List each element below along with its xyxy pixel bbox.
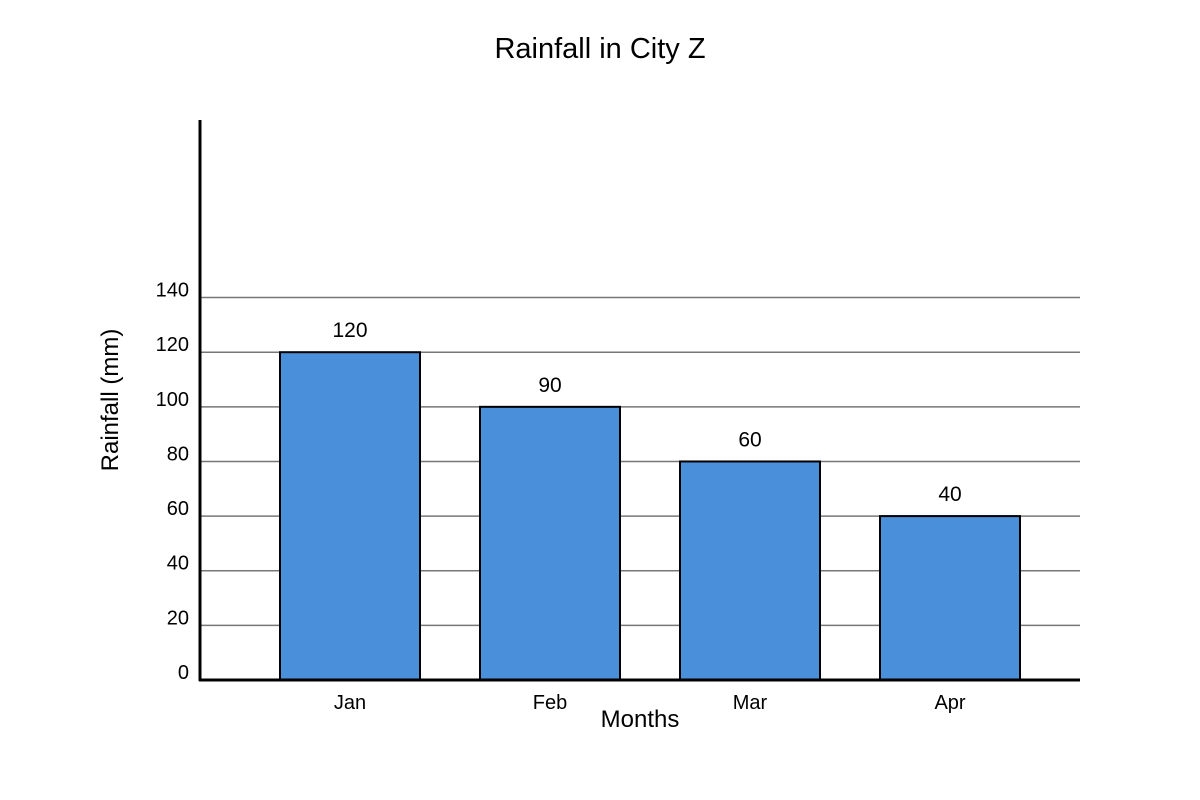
x-axis-label: Months [600,706,680,733]
y-tick-label: 40 [167,553,189,575]
y-tick-label: 0 [178,662,189,684]
data-label: 90 [538,374,561,397]
bar-apr [879,515,1021,681]
x-tick-label: Apr [934,692,965,714]
data-label: 120 [332,319,367,342]
y-tick-label: 20 [167,607,189,629]
data-label: 60 [738,428,761,451]
y-tick-label: 60 [167,498,189,520]
y-tick-label: 120 [156,334,189,356]
bars [279,351,1021,681]
bar-jan [279,351,421,681]
data-label: 40 [938,483,961,506]
y-tick-label: 100 [156,389,189,411]
y-tick-label: 80 [167,443,189,465]
axes [198,120,1080,682]
x-tick-label: Feb [533,692,567,714]
labels: 0 20 40 60 80 100 120 140 120 Jan 90 Feb 60 Mar 40 Apr [156,280,966,714]
x-tick-label: Jan [334,692,366,714]
bar-feb [479,405,621,681]
y-tick-label: 140 [156,280,189,302]
chart-title: Rainfall in City Z [494,33,706,65]
bar-mar [679,460,821,681]
x-tick-label: Mar [733,692,768,714]
